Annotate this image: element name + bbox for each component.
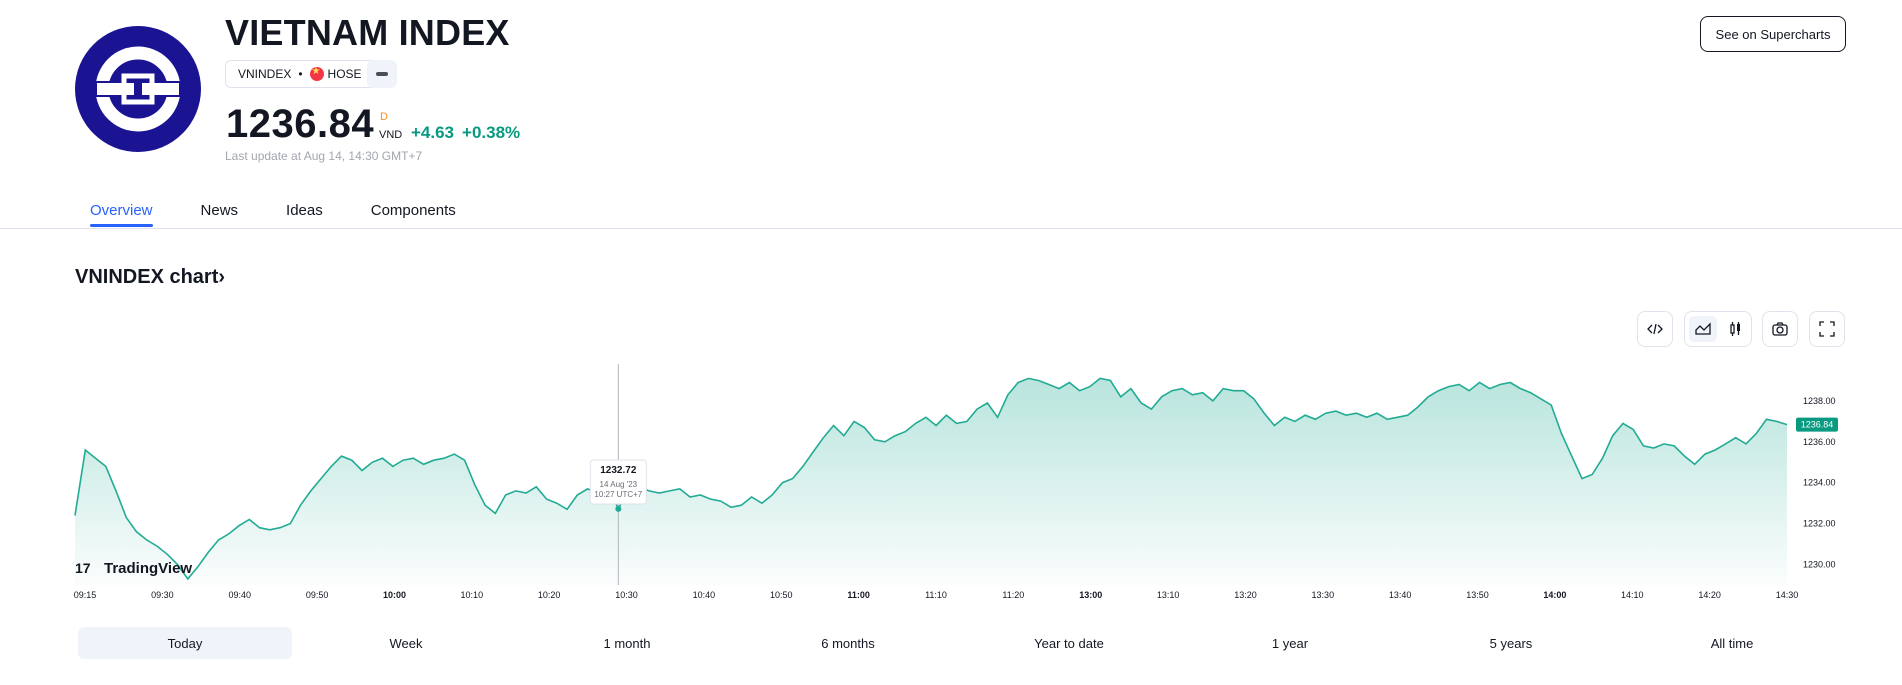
tradingview-logo-icon: 17: [75, 560, 91, 576]
x-tick-label: 09:15: [74, 590, 97, 600]
range-1-month[interactable]: 1 month: [603, 635, 651, 651]
fullscreen-icon[interactable]: [1809, 311, 1845, 347]
change-percent: +0.38%: [462, 123, 521, 142]
camera-icon[interactable]: [1762, 311, 1798, 347]
tradingview-watermark: TradingView: [104, 560, 192, 577]
vnindex-logo-icon: [75, 26, 201, 152]
tab-overview[interactable]: Overview: [90, 202, 153, 227]
exchange-flag-icon: [309, 66, 324, 81]
chart-heading-link[interactable]: VNINDEX chart›: [75, 266, 225, 289]
tooltip-box: [589, 459, 647, 505]
crosshair-point: [615, 505, 622, 512]
embed-code-icon[interactable]: [1637, 311, 1673, 347]
x-tick-label: 14:10: [1621, 590, 1644, 600]
range-1-year[interactable]: 1 year: [1271, 635, 1309, 651]
chevron-right-icon: ›: [218, 266, 226, 288]
range-selector: Today Week 1 month 6 months Year to date…: [78, 627, 1846, 659]
page-title: VIETNAM INDEX: [225, 12, 510, 53]
x-tick-label: 11:00: [847, 590, 870, 600]
x-tick-label: 14:30: [1776, 590, 1799, 600]
tooltip-value: 1232.72: [600, 465, 637, 476]
x-tick-label: 14:00: [1543, 590, 1566, 600]
x-tick-label: 10:40: [693, 590, 716, 600]
x-tick-label: 13:00: [1079, 590, 1102, 600]
series-area: [75, 378, 1787, 585]
x-tick-label: 13:50: [1466, 590, 1489, 600]
y-tick-label: 1238.00: [1803, 396, 1836, 406]
last-price-label-bg: [1796, 417, 1838, 432]
last-update: Last update at Aug 14, 14:30 GMT+7: [225, 149, 423, 163]
y-tick-label: 1234.00: [1803, 478, 1836, 488]
price-change: +4.63 +0.38%: [411, 123, 520, 143]
tab-ideas[interactable]: Ideas: [286, 202, 323, 219]
chart-style-group: [1684, 311, 1752, 347]
symbol-label: VNINDEX: [238, 67, 292, 81]
area-chart-icon[interactable]: [1689, 316, 1717, 342]
see-on-supercharts-button[interactable]: See on Supercharts: [1700, 16, 1846, 52]
tab-news[interactable]: News: [200, 202, 239, 219]
more-icon[interactable]: [367, 60, 397, 88]
x-tick-label: 14:20: [1698, 590, 1721, 600]
last-price-label: 1236.84: [1801, 420, 1834, 430]
tooltip-date: 14 Aug '23: [600, 480, 638, 489]
tab-bar: Overview News Ideas Components: [75, 202, 504, 227]
range-all-time[interactable]: All time: [1710, 635, 1754, 651]
change-absolute: +4.63: [411, 123, 455, 142]
x-tick-label: 13:30: [1312, 590, 1335, 600]
x-tick-label: 09:30: [151, 590, 174, 600]
range-6-months[interactable]: 6 months: [821, 635, 875, 651]
price-suffix: D: [380, 111, 388, 123]
x-tick-label: 11:10: [925, 590, 947, 600]
x-tick-label: 13:20: [1234, 590, 1257, 600]
candles-icon[interactable]: [1721, 316, 1749, 342]
x-tick-label: 11:20: [1002, 590, 1024, 600]
range-year-to-date[interactable]: Year to date: [1034, 635, 1104, 651]
tab-components[interactable]: Components: [370, 202, 456, 219]
x-tick-label: 10:50: [770, 590, 793, 600]
chart-heading-label: VNINDEX chart: [75, 266, 219, 288]
x-tick-label: 09:50: [306, 590, 329, 600]
x-tick-label: 10:00: [383, 590, 406, 600]
x-tick-label: 09:40: [228, 590, 251, 600]
x-tick-label: 10:30: [615, 590, 638, 600]
exchange-label: HOSE: [327, 67, 362, 81]
y-tick-label: 1236.00: [1803, 437, 1836, 447]
current-price: 1236.84: [226, 102, 375, 146]
range-5-years[interactable]: 5 years: [1489, 635, 1533, 651]
series-line: [74, 377, 1788, 581]
tab-divider: [0, 228, 1902, 229]
range-today[interactable]: Today: [78, 627, 292, 659]
y-tick-label: 1230.00: [1803, 560, 1836, 570]
x-tick-label: 13:40: [1389, 590, 1412, 600]
symbol-chip[interactable]: VNINDEX • HOSE: [225, 60, 375, 88]
x-tick-label: 10:10: [461, 590, 484, 600]
tooltip-time: 10:27 UTC+7: [594, 490, 642, 499]
x-tick-label: 13:10: [1157, 590, 1180, 600]
y-tick-label: 1232.00: [1803, 519, 1836, 529]
separator-dot: •: [298, 67, 303, 81]
range-week[interactable]: Week: [389, 635, 423, 651]
x-tick-label: 10:20: [538, 590, 561, 600]
currency-label: VND: [379, 129, 403, 141]
